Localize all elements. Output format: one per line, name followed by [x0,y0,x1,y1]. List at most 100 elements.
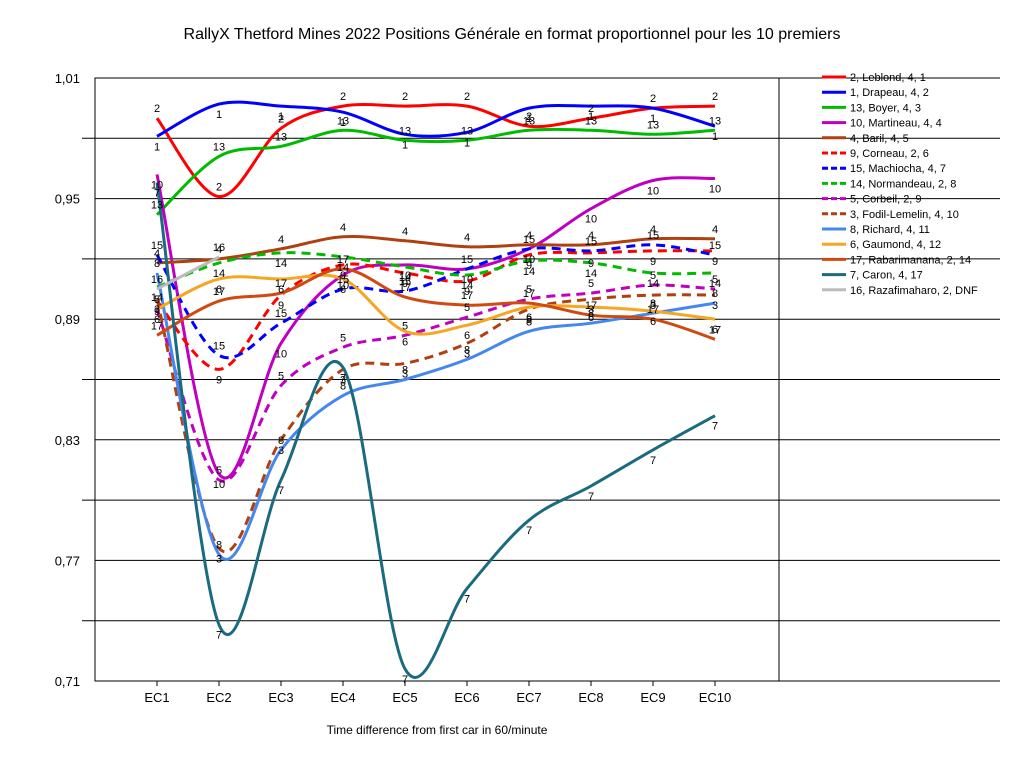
point-label: 8 [154,258,160,270]
point-label: 17 [151,320,163,332]
point-label: 9 [340,270,346,282]
y-tick-label: 0,71 [55,674,80,689]
point-label: 14 [151,292,163,304]
series-line-4 [156,235,716,265]
point-label: 6 [278,284,284,296]
point-label: 1 [278,111,284,123]
point-label: 4 [340,222,346,234]
series-line-7 [155,182,716,679]
point-label: 15 [709,240,721,252]
point-label: 6 [712,324,718,336]
x-tick-label: EC3 [268,690,293,705]
point-label: 8 [526,316,532,328]
point-label: 10 [461,274,473,286]
point-label: 13 [213,141,225,153]
point-label: 7 [712,421,718,433]
point-label: 3 [278,445,284,457]
series-line-3 [155,293,716,553]
series-line-15 [155,243,716,360]
point-label: 7 [216,630,222,642]
point-label: 14 [709,278,721,290]
point-label: 3 [340,374,346,386]
point-label: 1 [216,109,222,121]
point-label: 1 [650,113,656,125]
point-label: 5 [216,465,222,477]
legend-entry: 16, Razafimaharo, 2, DNF [850,285,978,297]
x-tick-label: EC7 [516,690,541,705]
point-label: 7 [650,455,656,467]
point-label: 15 [213,340,225,352]
point-label: 2 [402,91,408,103]
point-label: 4 [216,244,222,256]
point-label: 13 [647,119,659,131]
point-label: 4 [464,232,470,244]
point-label: 1 [464,137,470,149]
point-label: 5 [526,284,532,296]
point-label: 10 [399,270,411,282]
point-label: 2 [650,93,656,105]
series-line-8 [155,272,716,561]
x-axis-label: Time difference from first car in 60/min… [327,723,548,737]
point-label: 6 [154,314,160,326]
point-label: 4 [402,226,408,238]
point-label: 9 [402,278,408,290]
series-line-14 [156,251,716,289]
legend-entry: 17, Rabarimanana, 2, 14 [850,254,971,266]
legend-entry: 5, Corbeil, 2, 9 [850,194,922,206]
point-label: 6 [464,330,470,342]
point-label: 14 [523,266,535,278]
point-label: 10 [213,479,225,491]
point-label: 15 [337,274,349,286]
point-label: 17 [213,286,225,298]
point-label: 6 [588,312,594,324]
axes: 0,71 0,77 0,83 0,89 0,95 1,01 EC1 EC2 EC3 EC4 EC5 E… [55,71,780,705]
point-label: 3 [588,304,594,316]
point-label: 7 [278,485,284,497]
point-label: 13 [523,115,535,127]
x-tick-label: EC4 [330,690,355,705]
point-label: 2 [588,103,594,115]
point-label: 13 [151,200,163,212]
point-label: 7 [526,525,532,537]
point-label: 9 [216,374,222,386]
series-line-10 [155,174,716,480]
point-label: 9 [712,256,718,268]
point-label: 9 [588,258,594,270]
point-label: 15 [647,230,659,242]
point-label: 5 [712,274,718,286]
x-tick-label: EC8 [578,690,603,705]
series-line-17 [156,267,716,341]
point-label: 3 [464,348,470,360]
point-label: 8 [402,365,408,377]
point-label: 8 [216,539,222,551]
point-label: 3 [154,304,160,316]
y-tick-label: 0,77 [55,553,80,568]
point-label: 1 [526,113,532,125]
point-label: 4 [650,224,656,236]
point-label: 9 [278,300,284,312]
legend-entry: 3, Fodil-Lemelin, 4, 10 [850,209,959,221]
legend-entry: 4, Baril, 4, 5 [850,133,909,145]
legend-entry: 14, Normandeau, 2, 8 [850,178,956,190]
point-label: 2 [526,111,532,123]
point-label: 2 [340,91,346,103]
point-label: 17 [647,304,659,316]
legend-entry: 10, Martineau, 4, 4 [850,118,942,130]
point-label: 14 [213,268,225,280]
point-label: 13 [709,115,721,127]
legend-entry: 9, Corneau, 2, 6 [850,148,929,160]
point-label: 17 [585,300,597,312]
point-label: 8 [340,381,346,393]
point-label: 2 [154,103,160,115]
point-label: 9 [526,260,532,272]
legend-entry: 15, Machiocha, 4, 7 [850,163,946,175]
point-label: 7 [154,188,160,200]
point-label: 17 [709,324,721,336]
plot-frame [94,77,780,682]
point-label: 17 [523,288,535,300]
point-label: 15 [399,276,411,288]
point-label: 3 [216,553,222,565]
point-label: 10 [585,214,597,226]
series-line-13 [155,127,716,216]
